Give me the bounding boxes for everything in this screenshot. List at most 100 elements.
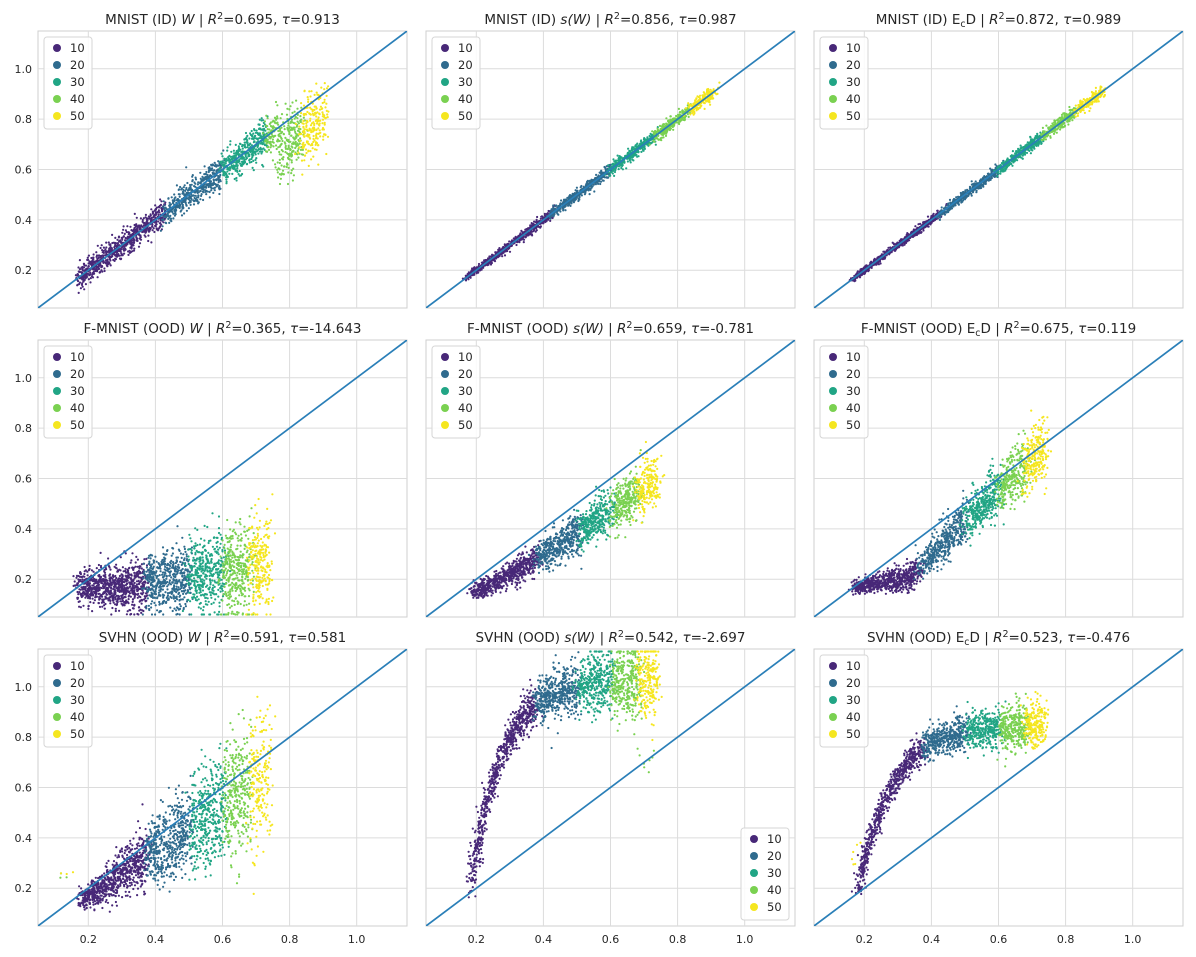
scatter-point xyxy=(281,139,284,143)
scatter-point xyxy=(252,141,255,144)
scatter-point xyxy=(877,263,881,266)
scatter-point xyxy=(108,257,111,261)
scatter-point xyxy=(313,93,316,96)
scatter-point xyxy=(489,263,493,266)
scatter-point xyxy=(127,253,130,256)
scatter-point xyxy=(168,221,171,224)
scatter-point xyxy=(288,158,291,161)
scatter-point xyxy=(323,101,326,104)
scatter-point xyxy=(315,128,318,131)
scatter-point xyxy=(543,214,547,217)
scatter-point xyxy=(238,169,241,173)
scatter-point xyxy=(634,145,637,148)
scatter-point xyxy=(172,212,175,215)
scatter-point xyxy=(302,104,306,107)
scatter-point xyxy=(289,140,292,143)
scatter-point xyxy=(84,264,88,267)
scatter-point xyxy=(286,126,289,129)
scatter-point xyxy=(597,179,601,182)
scatter-point xyxy=(712,88,715,91)
scatter-point xyxy=(91,259,94,262)
scatter-point xyxy=(244,154,247,157)
scatter-point xyxy=(582,190,585,193)
scatter-point xyxy=(210,189,213,192)
scatter-point xyxy=(79,287,82,290)
scatter-point xyxy=(138,224,141,227)
scatter-point xyxy=(205,183,208,186)
scatter-point xyxy=(203,173,206,176)
scatter-point xyxy=(699,105,702,108)
scatter-point xyxy=(626,160,630,163)
scatter-point xyxy=(568,201,571,204)
scatter-point xyxy=(151,211,154,214)
scatter-point xyxy=(199,189,202,192)
legend-marker xyxy=(441,95,449,103)
scatter-point xyxy=(588,193,591,196)
scatter-point xyxy=(616,154,619,157)
y-tick-label: 0.6 xyxy=(15,164,33,177)
scatter-point xyxy=(290,169,293,172)
scatter-point xyxy=(119,247,122,250)
scatter-point xyxy=(593,190,596,193)
scatter-point xyxy=(258,150,262,153)
scatter-point xyxy=(648,141,651,144)
scatter-point xyxy=(917,223,920,226)
scatter-point xyxy=(219,160,222,163)
scatter-point xyxy=(322,128,325,131)
scatter-point xyxy=(187,207,190,210)
scatter-point xyxy=(205,178,208,181)
scatter-point xyxy=(278,161,281,165)
scatter-point xyxy=(233,152,236,155)
subplot-mnist_sw: MNIST (ID) s(W) | R2=0.856, τ=0.98710203… xyxy=(425,11,796,309)
scatter-point xyxy=(280,126,283,129)
scatter-point xyxy=(114,254,117,257)
scatter-point xyxy=(222,173,225,177)
scatter-point xyxy=(284,136,287,139)
scatter-point xyxy=(710,95,713,98)
scatter-point xyxy=(139,217,142,220)
scatter-point xyxy=(266,138,269,141)
legend-label: 30 xyxy=(458,75,473,89)
scatter-point xyxy=(309,106,312,109)
scatter-point xyxy=(180,202,183,205)
scatter-point xyxy=(510,240,513,243)
scatter-point xyxy=(296,117,299,120)
scatter-point xyxy=(107,241,110,244)
scatter-point xyxy=(212,169,215,172)
scatter-point xyxy=(279,144,282,147)
scatter-point xyxy=(652,131,656,134)
scatter-point xyxy=(321,101,324,105)
scatter-point xyxy=(648,143,651,146)
scatter-point xyxy=(293,128,296,131)
scatter-point xyxy=(160,223,163,226)
scatter-point xyxy=(77,266,80,269)
scatter-point xyxy=(295,145,298,148)
scatter-point xyxy=(294,115,297,119)
scatter-point xyxy=(311,110,314,113)
scatter-point xyxy=(193,200,196,203)
scatter-point xyxy=(709,88,712,91)
scatter-point xyxy=(584,191,587,194)
scatter-point xyxy=(694,101,697,104)
scatter-point xyxy=(235,176,238,180)
scatter-point xyxy=(269,143,272,146)
scatter-point xyxy=(232,166,235,169)
legend-label: 50 xyxy=(458,109,473,123)
scatter-point xyxy=(110,247,113,250)
scatter-point xyxy=(659,128,662,131)
scatter-point xyxy=(281,169,285,172)
scatter-point xyxy=(287,144,290,147)
scatter-point xyxy=(179,185,182,189)
scatter-point xyxy=(308,133,311,136)
scatter-point xyxy=(210,182,214,185)
scatter-point xyxy=(147,239,150,243)
scatter-point xyxy=(900,238,903,241)
scatter-point xyxy=(123,232,126,235)
scatter-point xyxy=(155,223,158,226)
scatter-point xyxy=(599,171,602,174)
scatter-point xyxy=(617,168,620,171)
scatter-point xyxy=(307,150,310,153)
scatter-point xyxy=(97,256,100,259)
scatter-point xyxy=(326,113,329,116)
scatter-point xyxy=(81,282,84,285)
